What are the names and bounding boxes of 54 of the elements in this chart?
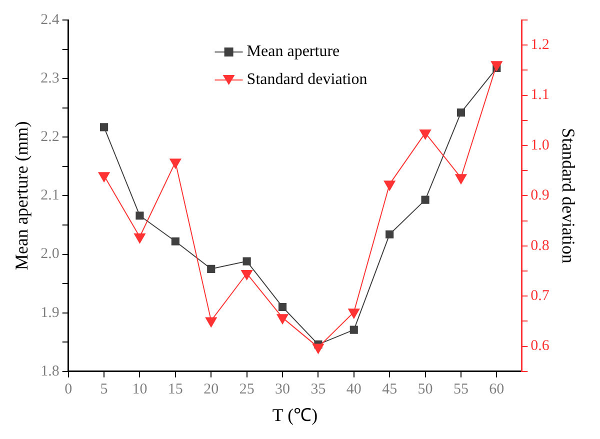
x-tick-label: 30 [275, 381, 290, 398]
point [134, 233, 146, 244]
point [384, 180, 396, 191]
y2-tick-label: 0.7 [530, 288, 550, 304]
point [421, 196, 430, 204]
y2-tick-label: 0.9 [530, 188, 550, 204]
point [242, 257, 251, 266]
legend-label: Standard deviation [246, 71, 368, 88]
point [207, 264, 216, 273]
legend-label: Mean aperture [246, 43, 340, 60]
y-tick-label: 2.1 [40, 188, 60, 204]
x-tick-label: 60 [489, 381, 504, 398]
point [350, 326, 358, 334]
y-tick-label: 2.0 [40, 246, 60, 262]
x-axis-title: T (℃) [272, 404, 318, 425]
x-tick-label: 40 [346, 381, 362, 398]
point [171, 237, 180, 246]
x-tick-label: 35 [310, 381, 326, 398]
y2-tick-label: 0.6 [530, 338, 550, 354]
x-tick-label: 50 [418, 381, 433, 398]
y2-tick-label: 1.2 [530, 37, 550, 54]
x-tick-label: 0 [64, 381, 72, 398]
y2-tick-label: 0.8 [530, 238, 550, 254]
point [455, 174, 467, 184]
x-tick-label: 5 [100, 381, 108, 398]
y2-tick-label: 1.1 [530, 87, 550, 104]
x-tick-label: 25 [239, 381, 254, 398]
point [420, 129, 431, 140]
point [205, 317, 217, 328]
x-tick-label: 45 [382, 381, 398, 398]
x-tick-label: 20 [204, 381, 219, 398]
y2-tick-label: 1.0 [530, 137, 550, 154]
point [278, 302, 287, 312]
point [276, 314, 288, 324]
y-tick-label: 1.8 [40, 363, 60, 380]
point [456, 108, 466, 117]
x-tick-label: 15 [168, 381, 183, 398]
point [170, 158, 182, 169]
y-axis-title: Mean aperture (mm) [12, 121, 32, 270]
y2-axis-title: Standard deviation [558, 128, 578, 264]
point [241, 270, 253, 280]
x-tick-label: 10 [132, 381, 148, 398]
y-tick-label: 2.2 [40, 129, 60, 146]
point [136, 212, 144, 220]
y-tick-label: 2.4 [40, 12, 60, 28]
point [98, 172, 110, 182]
point [348, 308, 360, 319]
x-tick-label: 55 [453, 381, 468, 398]
point [312, 344, 324, 354]
y-tick-label: 1.9 [40, 304, 60, 321]
point [386, 230, 394, 238]
y-tick-label: 2.3 [40, 70, 60, 87]
point [100, 123, 108, 132]
point [490, 61, 502, 72]
